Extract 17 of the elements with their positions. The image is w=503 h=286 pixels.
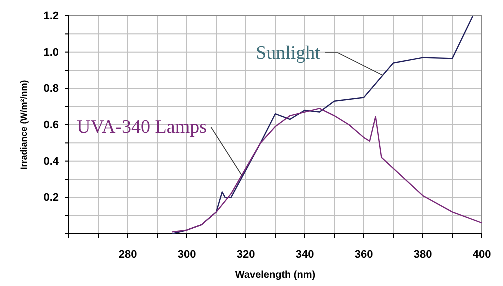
y-tick-label: 0.4 — [44, 156, 60, 168]
y-axis-title: Irradiance (W/m²/nm) — [19, 80, 29, 170]
x-tick-label: 280 — [118, 248, 138, 261]
x-tick-label: 400 — [472, 248, 492, 261]
x-tick-label: 340 — [296, 248, 314, 261]
x-tick-label: 320 — [236, 248, 256, 261]
x-tick-label: 360 — [354, 248, 374, 261]
x-axis-title: Wavelength (nm) — [235, 270, 316, 281]
text: UVA-340 Lamps — [77, 117, 208, 138]
y-tick-label: 0.6 — [44, 120, 59, 132]
text: Sunlight — [256, 43, 322, 64]
y-tick-label: 0.8 — [44, 83, 59, 96]
x-tick-label: 300 — [178, 248, 196, 261]
y-tick-label: 0.2 — [44, 192, 59, 204]
y-tick-label: 1.2 — [44, 10, 59, 23]
y-tick-label: 1.0 — [44, 46, 59, 59]
x-tick-label: 380 — [414, 248, 432, 261]
